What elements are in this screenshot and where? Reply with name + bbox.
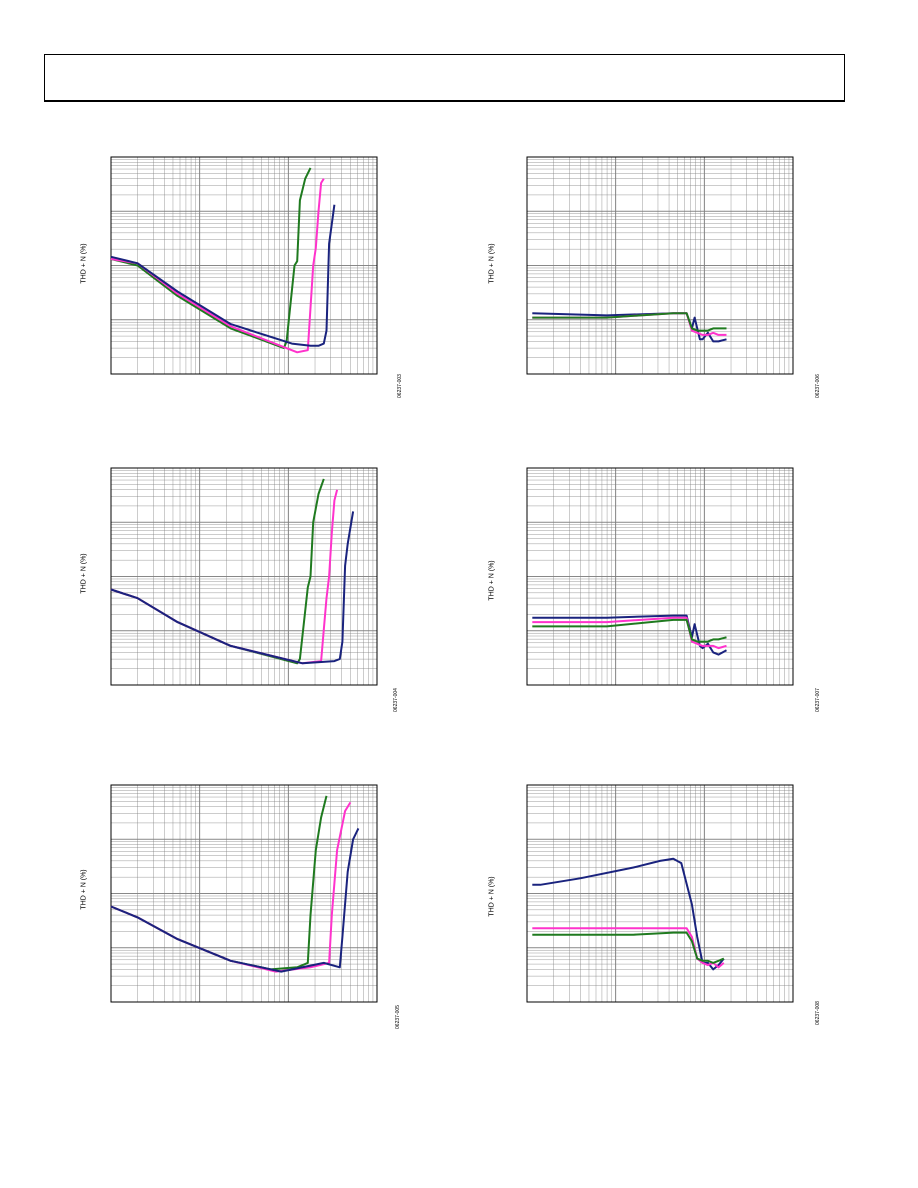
series-line-blue [532, 857, 725, 971]
chart-panel-left-2 [110, 467, 378, 686]
y-axis-label-right-3: THD + N (%) [488, 876, 496, 917]
series-line-green [110, 478, 325, 665]
series-line-green [532, 618, 727, 643]
plot-frame [110, 156, 378, 375]
figure-id-right-1: 06237-006 [815, 374, 821, 398]
series-line-magenta [110, 801, 352, 973]
fig-right-2-svg [526, 467, 794, 686]
figure-id-right-3: 06237-008 [815, 1001, 821, 1025]
plot-frame [110, 784, 378, 1003]
chart-panel-left-1 [110, 156, 378, 375]
fig-right-1-svg [526, 156, 794, 375]
series-line-magenta [532, 616, 727, 650]
grid [526, 784, 794, 1003]
grid [110, 784, 378, 1003]
figure-id-right-2: 06237-007 [815, 688, 821, 712]
series-line-blue [532, 614, 727, 656]
y-axis-label-right-2: THD + N (%) [488, 560, 496, 601]
chart-panel-right-1 [526, 156, 794, 375]
grid [110, 156, 378, 375]
series-line-magenta [110, 178, 325, 354]
series-line-green [532, 931, 725, 964]
chart-panel-left-3 [110, 784, 378, 1003]
series-line-blue [110, 204, 336, 347]
y-axis-label-right-1: THD + N (%) [488, 243, 496, 284]
grid [526, 156, 794, 375]
fig-left-1-svg [110, 156, 378, 375]
plot-frame [526, 784, 794, 1003]
fig-right-3-svg [526, 784, 794, 1003]
page-header-box [44, 54, 845, 102]
y-axis-label-left-1: THD + N (%) [80, 243, 88, 284]
figure-id-left-3: 06237-005 [395, 1005, 401, 1029]
y-axis-label-left-3: THD + N (%) [80, 869, 88, 910]
figure-id-left-2: 06237-004 [393, 688, 399, 712]
figure-id-left-1: 06237-003 [397, 374, 403, 398]
series-line-green [532, 312, 727, 332]
grid [110, 467, 378, 686]
chart-panel-right-3 [526, 784, 794, 1003]
series-line-blue [110, 511, 355, 665]
fig-left-3-svg [110, 784, 378, 1003]
plot-frame [110, 467, 378, 686]
fig-left-2-svg [110, 467, 378, 686]
plot-frame [526, 467, 794, 686]
grid [526, 467, 794, 686]
plot-frame [526, 156, 794, 375]
series-line-green [110, 795, 328, 971]
y-axis-label-left-2: THD + N (%) [80, 553, 88, 594]
series-line-blue [110, 827, 360, 973]
chart-panel-right-2 [526, 467, 794, 686]
